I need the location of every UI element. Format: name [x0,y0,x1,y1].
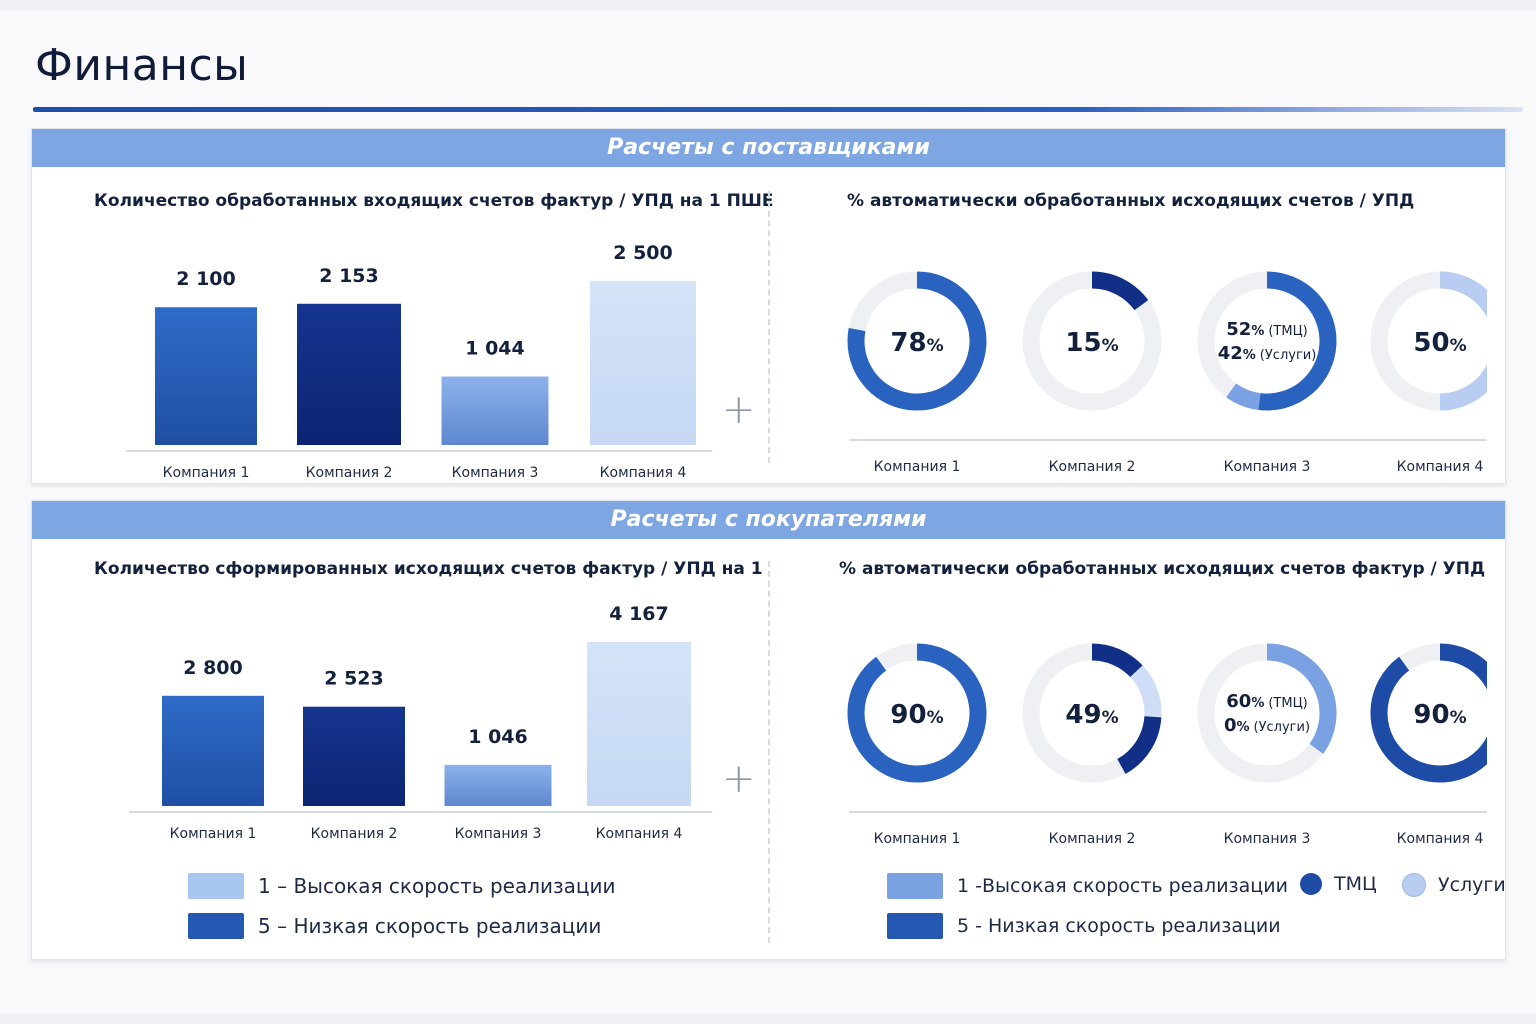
x-tick-label: Компания 2 [1049,831,1136,847]
buyers-panel: Расчеты с покупателями Количество сформи… [31,500,1506,960]
bar-value-label: 2 500 [613,242,673,264]
donut-slice-company-3 [1258,271,1337,411]
bar-value-label: 2 100 [176,268,236,290]
suppliers-bar-chart: 2 100 Компания 1 2 153 Компания 2 1 044 Компа… [126,242,712,479]
bar-value-label: 2 523 [324,668,384,690]
bar-value-label: 1 046 [468,726,528,748]
legend-swatch [188,913,244,939]
x-tick-label: Компания 3 [1224,831,1311,847]
legend-label: 5 - Низкая скорость реализации [957,915,1281,937]
bar-company-1 [155,307,257,445]
bar-company-4 [590,281,696,445]
page-title: Финансы [35,40,249,91]
donut-slice-company-2 [1091,271,1149,311]
legend-swatch [887,913,943,939]
bar-value-label: 4 167 [609,603,669,625]
suppliers-bar-chart-title: Количество обработанных входящих счетов … [94,191,774,211]
donut-value-label: 60% (ТМЦ) [1226,691,1308,712]
donut-value-label: 49% [1065,700,1118,730]
donut-value-label: 90% [890,700,943,730]
x-tick-label: Компания 3 [1224,459,1311,475]
legend-item-tmc: ТМЦ [1300,873,1377,895]
dashboard-page: Финансы Расчеты с поставщиками Количеств… [0,10,1536,1014]
legend-item-low-right: 5 - Низкая скорость реализации [887,913,1281,939]
legend-dot-services [1402,873,1426,897]
section-divider [768,191,770,463]
donut-slice-company-4 [1439,271,1487,411]
x-tick-label: Компания 2 [306,465,393,479]
suppliers-donut-chart-title: % автоматически обработанных исходящих с… [847,191,1415,211]
bar-value-label: 1 044 [465,338,525,360]
donut-value-label: 15% [1065,328,1118,358]
plus-icon: + [722,387,756,433]
donut-value-label: 52% (ТМЦ) [1226,319,1308,340]
donut-value-label: 78% [890,328,943,358]
buyers-donut-charts: 90% Компания 1 49% Компания 2 60% (ТМЦ) 0% (Усл… [847,643,1487,847]
x-tick-label: Компания 3 [452,465,539,479]
buyers-bar-chart-title: Количество сформированных исходящих счет… [94,559,763,579]
donut-value-label: 0% (Услуги) [1224,715,1310,736]
legend-label: 5 – Низкая скорость реализации [258,914,602,938]
bar-value-label: 2 153 [319,265,379,287]
donut-slice-company-1 [847,271,987,411]
legend-dot-tmc [1300,873,1322,895]
x-tick-label: Компания 4 [1397,459,1484,475]
x-tick-label: Компания 1 [163,465,250,479]
legend-label: 1 – Высокая скорость реализации [258,874,616,898]
buyers-bar-chart: 2 800 Компания 1 2 523 Компания 2 1 046 Компа… [129,603,712,842]
bar-company-2 [303,706,405,806]
legend-item-low: 5 – Низкая скорость реализации [188,913,601,939]
legend-label: Услуги [1438,874,1506,896]
bar-company-3 [444,764,552,806]
bar-company-1 [162,695,264,806]
bar-company-3 [441,376,549,445]
legend-item-services: Услуги [1402,873,1506,897]
x-tick-label: Компания 1 [874,831,961,847]
section-divider [768,561,770,943]
donut-value-label: 90% [1413,700,1466,730]
legend-label: ТМЦ [1334,873,1377,895]
suppliers-donut-charts: 78% Компания 1 15% Компания 2 52% (ТМЦ) 42% (Ус… [847,271,1487,475]
title-underline [33,107,1523,112]
donut-slice-company-3 [1226,383,1261,410]
buyers-panel-header: Расчеты с покупателями [32,501,1505,539]
donut-slice-company-1 [847,643,987,783]
donut-slice-company-2 [1116,715,1162,774]
x-tick-label: Компания 1 [874,459,961,475]
suppliers-panel: Расчеты с поставщиками Количество обрабо… [31,128,1506,484]
x-tick-label: Компания 4 [596,826,683,842]
legend-item-high-right: 1 -Высокая скорость реализации [887,873,1288,899]
donut-value-label: 42% (Услуги) [1218,343,1317,364]
donut-slice-company-4 [1370,643,1487,783]
donut-slice-company-2 [1130,665,1162,718]
x-tick-label: Компания 2 [311,826,398,842]
x-tick-label: Компания 1 [170,826,257,842]
x-tick-label: Компания 2 [1049,459,1136,475]
bar-company-4 [587,642,691,806]
legend-item-high: 1 – Высокая скорость реализации [188,873,615,899]
buyers-donut-chart-title: % автоматически обработанных исходящих с… [839,559,1486,579]
x-tick-label: Компания 4 [1397,831,1484,847]
bar-company-2 [297,303,401,445]
x-tick-label: Компания 3 [455,826,542,842]
donut-slice-company-2 [1091,643,1143,678]
donut-value-label: 50% [1413,328,1466,358]
legend-swatch [887,873,943,899]
bar-value-label: 2 800 [183,657,243,679]
plus-icon: + [722,756,756,802]
x-tick-label: Компания 4 [600,465,687,479]
legend-swatch [188,873,244,899]
donut-slice-company-3 [1266,643,1337,754]
suppliers-panel-header: Расчеты с поставщиками [32,129,1505,167]
legend-label: 1 -Высокая скорость реализации [957,875,1288,897]
